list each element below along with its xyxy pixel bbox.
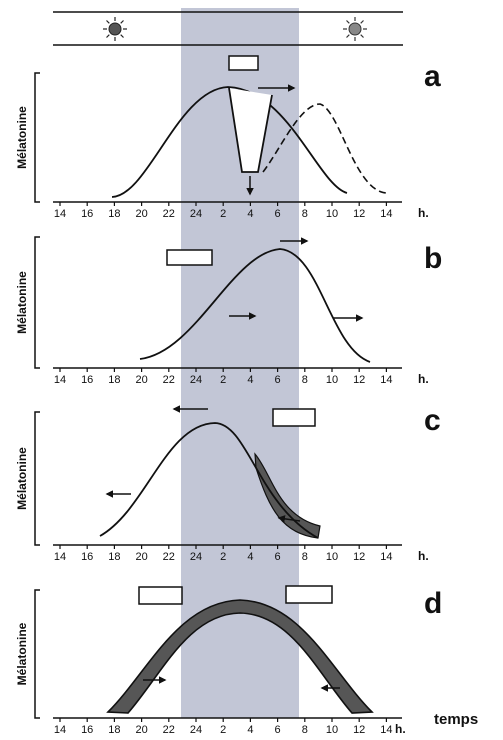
tick-label: 4 (247, 208, 253, 220)
tick-label: 10 (326, 374, 338, 386)
tick-label: 18 (108, 724, 120, 736)
y-axis (34, 589, 40, 719)
tick-label: 24 (190, 374, 202, 386)
tick-label: 20 (135, 208, 147, 220)
tick-label: 14 (380, 374, 392, 386)
time-unit-label: h. (418, 206, 429, 220)
light-pulse-box (272, 408, 316, 427)
tick-label: 18 (108, 551, 120, 563)
tick-label: 22 (163, 208, 175, 220)
y-axis (34, 72, 40, 203)
tick-label: 10 (326, 724, 338, 736)
tick-label: 4 (247, 551, 253, 563)
tick-label: 14 (54, 374, 66, 386)
tick-label: 12 (353, 724, 365, 736)
melatonin-curve (139, 248, 371, 363)
tick-label: 2 (220, 208, 226, 220)
melatonin-curve (111, 86, 348, 198)
light-pulse-box (285, 585, 333, 604)
time-axis-label: temps (434, 711, 478, 728)
tick-label: 8 (302, 724, 308, 736)
panel-letter: d (424, 587, 442, 620)
time-unit-label: h. (418, 372, 429, 386)
tick-label: 4 (247, 724, 253, 736)
tick-label: 18 (108, 374, 120, 386)
tick-label: 16 (81, 551, 93, 563)
tick-label: 2 (220, 551, 226, 563)
tick-label: 22 (163, 724, 175, 736)
shifted-curve (262, 103, 387, 194)
tick-label: 4 (247, 374, 253, 386)
tick-label: 22 (163, 551, 175, 563)
tick-label: 24 (190, 724, 202, 736)
tick-label: 2 (220, 724, 226, 736)
tick-label: 14 (380, 208, 392, 220)
light-pulse-box (138, 586, 183, 605)
y-axis-label: Mélatonine (15, 622, 29, 685)
panel-letter: c (424, 404, 441, 437)
time-unit-label: h. (418, 549, 429, 563)
light-pulse-box (166, 249, 213, 266)
y-axis-label: Mélatonine (15, 106, 29, 169)
tick-label: 10 (326, 551, 338, 563)
y-axis (34, 236, 40, 369)
tick-label: 14 (54, 551, 66, 563)
tick-label: 16 (81, 208, 93, 220)
tick-label: 22 (163, 374, 175, 386)
panel-d: Mélatonine 14 16 18 20 22 24 2 4 6 8 10 12 14 h. tem… (15, 585, 478, 736)
panel-c: Mélatonine 14 16 18 20 22 24 2 4 6 8 10 12 14 h. c (15, 404, 441, 563)
tick-label: 14 (380, 551, 392, 563)
sun-icon (103, 17, 127, 41)
tick-label: 12 (353, 374, 365, 386)
panel-b: Mélatonine 14 16 18 20 22 24 2 4 6 8 10 12 14 h. b (15, 236, 442, 386)
tick-label: 16 (81, 374, 93, 386)
panel-letter: b (424, 242, 442, 275)
tick-label: 20 (135, 724, 147, 736)
day-night-bar (53, 11, 403, 46)
tick-label: 6 (275, 208, 281, 220)
x-axis-ticks: 14 16 18 20 22 24 2 4 6 8 10 12 14 (54, 545, 393, 563)
suppression-notch (228, 87, 273, 173)
tick-label: 6 (275, 374, 281, 386)
tick-label: 2 (220, 374, 226, 386)
tick-label: 18 (108, 208, 120, 220)
tick-label: 24 (190, 208, 202, 220)
x-axis-ticks: 14 16 18 20 22 24 2 4 6 8 10 12 14 (54, 202, 393, 220)
panel-a: Mélatonine 14 16 18 20 22 24 2 4 6 8 10 12 14 h. a (15, 55, 441, 220)
tick-label: 16 (81, 724, 93, 736)
melatonin-curve (99, 422, 319, 539)
tick-label: 8 (302, 551, 308, 563)
shifted-region (106, 599, 374, 714)
tick-label: 14 (54, 208, 66, 220)
tick-label: 6 (275, 551, 281, 563)
tick-label: 14 (380, 724, 392, 736)
tick-label: 8 (302, 208, 308, 220)
arrow-left (277, 515, 301, 523)
light-pulse-box (228, 55, 259, 71)
x-axis-ticks: 14 16 18 20 22 24 2 4 6 8 10 12 14 (54, 368, 393, 386)
sun-icon (343, 17, 367, 41)
y-axis (34, 411, 40, 546)
tick-label: 24 (190, 551, 202, 563)
tick-label: 12 (353, 208, 365, 220)
panel-letter: a (424, 60, 441, 93)
tick-label: 12 (353, 551, 365, 563)
y-axis-label: Mélatonine (15, 271, 29, 334)
tick-label: 8 (302, 374, 308, 386)
x-axis-ticks: 14 16 18 20 22 24 2 4 6 8 10 12 14 (54, 718, 393, 736)
tick-label: 14 (54, 724, 66, 736)
tick-label: 6 (275, 724, 281, 736)
tick-label: 20 (135, 551, 147, 563)
tick-label: 20 (135, 374, 147, 386)
time-unit-label: h. (395, 722, 406, 736)
y-axis-label: Mélatonine (15, 447, 29, 510)
tick-label: 10 (326, 208, 338, 220)
